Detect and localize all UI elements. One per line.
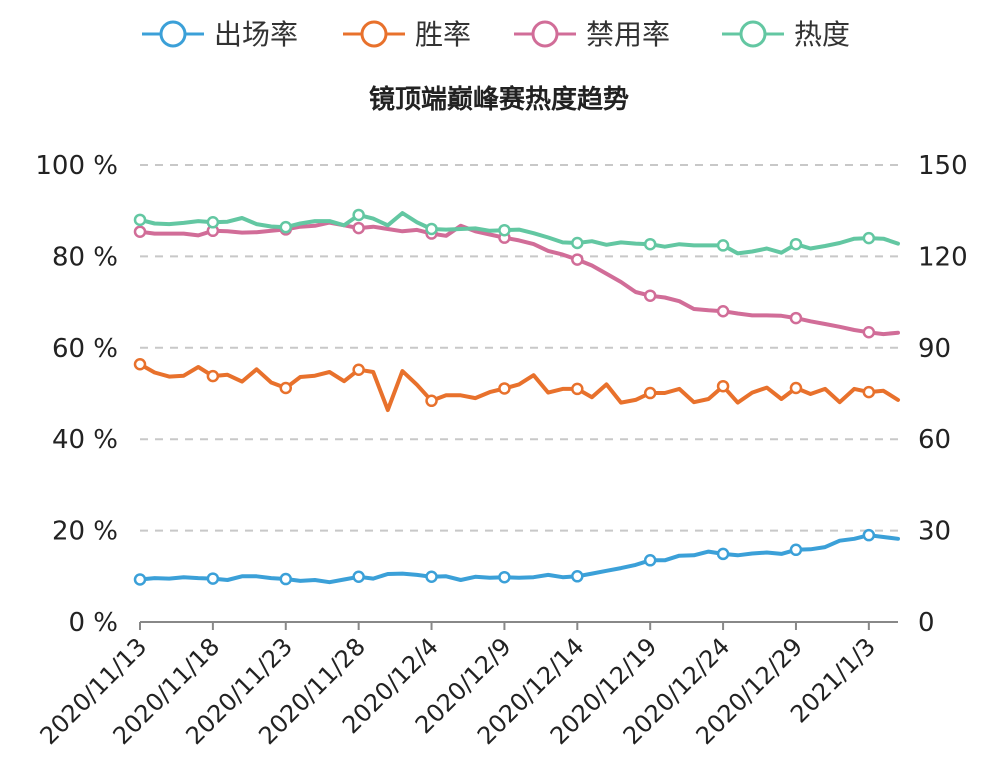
legend-marker	[531, 20, 559, 48]
legend: 出场率 胜率 禁用率 热度	[142, 18, 850, 51]
series-line-1	[138, 362, 900, 412]
series-point-1	[206, 369, 220, 383]
legend-marker	[159, 20, 187, 48]
x-axis: 2020/11/132020/11/182020/11/232020/11/28…	[35, 621, 898, 750]
series-group	[133, 208, 900, 586]
series-point-2	[716, 304, 730, 318]
y-axis-left: 0 % 20 % 40 % 60 % 80 % 100 %	[35, 151, 118, 638]
y-left-tick-label: 80 %	[52, 242, 118, 272]
series-point-3	[643, 237, 657, 251]
series-point-1	[789, 381, 803, 395]
series-point-0	[862, 528, 876, 542]
series-line-2	[138, 220, 900, 337]
y-left-tick-label: 20 %	[52, 517, 118, 547]
legend-label: 禁用率	[586, 18, 670, 51]
series-point-2	[571, 253, 584, 266]
series-point-0	[643, 554, 657, 567]
series-point-1	[279, 381, 293, 395]
series-point-3	[571, 236, 584, 250]
legend-label: 热度	[794, 18, 850, 51]
series-point-3	[498, 223, 511, 237]
series-point-0	[279, 572, 293, 586]
y-left-tick-label: 40 %	[52, 425, 118, 455]
y-right-tick-label: 0	[918, 608, 935, 638]
legend-marker	[739, 20, 767, 48]
legend-label: 出场率	[214, 18, 298, 51]
series-point-3	[133, 213, 147, 227]
series-point-1	[352, 363, 365, 376]
series-line-3	[138, 211, 900, 256]
y-right-tick-label: 90	[918, 334, 951, 364]
series-point-0	[571, 570, 584, 583]
series-point-3	[862, 231, 876, 245]
series-point-0	[498, 570, 511, 584]
series-point-2	[352, 221, 365, 235]
series-point-0	[716, 547, 730, 561]
y-right-tick-label: 60	[918, 425, 951, 455]
y-left-tick-label: 0 %	[68, 608, 118, 638]
y-right-tick-label: 30	[918, 517, 951, 547]
series-point-0	[133, 573, 147, 586]
series-point-3	[279, 220, 293, 234]
series-point-3	[789, 237, 803, 251]
series-point-1	[498, 382, 511, 395]
y-left-tick-label: 100 %	[35, 151, 118, 181]
series-point-1	[425, 394, 438, 408]
series-point-1	[716, 379, 730, 393]
series-line-0	[138, 533, 900, 585]
series-point-0	[425, 570, 438, 584]
grid	[140, 164, 898, 532]
legend-marker	[360, 20, 388, 48]
series-point-0	[352, 570, 365, 584]
series-point-3	[206, 216, 220, 229]
series-point-1	[862, 385, 876, 399]
series-point-2	[789, 311, 803, 325]
y-left-tick-label: 60 %	[52, 334, 118, 364]
series-point-2	[862, 326, 876, 339]
series-point-2	[643, 289, 657, 302]
series-point-3	[716, 239, 730, 252]
series-point-0	[206, 572, 220, 585]
legend-label: 胜率	[415, 18, 471, 51]
chart-title: 镜顶端巅峰赛热度趋势	[369, 84, 629, 115]
series-point-1	[571, 382, 584, 396]
series-point-1	[643, 386, 657, 400]
series-point-0	[789, 543, 803, 557]
series-point-3	[425, 222, 438, 236]
series-point-2	[133, 225, 147, 238]
y-right-tick-label: 120	[918, 242, 968, 272]
series-point-1	[133, 358, 147, 371]
series-point-3	[352, 208, 365, 222]
y-axis-right: 0 30 60 90 120 150	[918, 151, 968, 638]
y-right-tick-label: 150	[918, 151, 968, 181]
